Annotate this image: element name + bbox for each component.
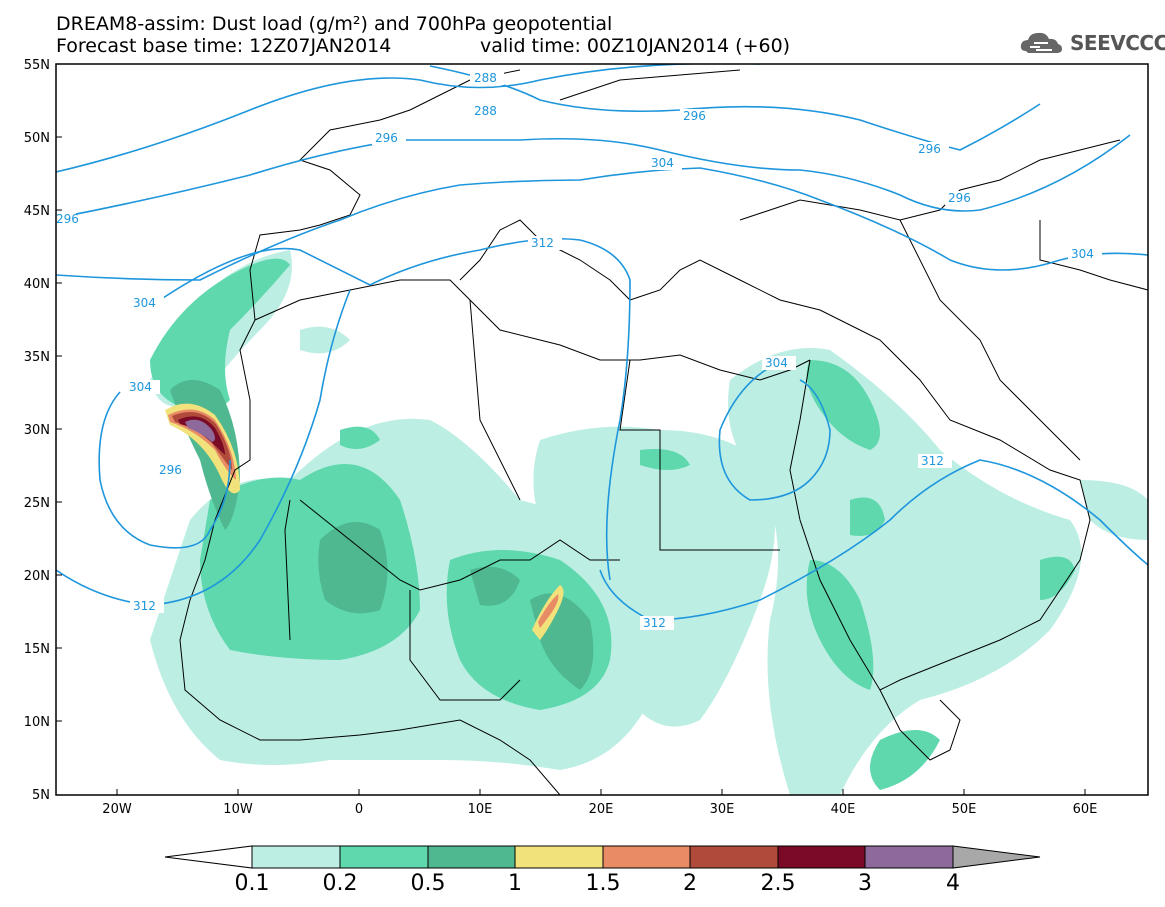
colorbar-segment [864,845,954,869]
lon-label: 40E [831,802,856,817]
seevccc-logo: SEEVCCC [1018,27,1165,57]
contour-label: 312 [133,599,156,613]
colorbar-label: 3 [858,871,872,896]
latitude-labels: 55N 50N 45N 40N 35N 30N 25N 20N 15N 10N … [24,58,50,803]
coastlines [179,69,1148,795]
contour-label: 288 [474,71,497,85]
contour-label: 312 [921,454,944,468]
colorbar-label: 4 [946,871,960,896]
colorbar-segment [427,845,516,869]
contour-label: 304 [129,380,152,394]
contour-label: 296 [918,142,941,156]
colorbar-segment [689,845,779,869]
lon-label: 20W [102,802,132,817]
contour-label: 312 [531,236,554,250]
lon-label: 10W [223,802,253,817]
colorbar [164,845,1041,869]
colorbar-segment [602,845,691,869]
colorbar-segment [777,845,866,869]
map-title: DREAM8-assim: Dust load (g/m²) and 700hP… [56,13,613,35]
lat-label: 55N [24,58,50,73]
geopotential-contours [56,64,1148,621]
colorbar-label: 1 [508,871,522,896]
contour-label: 304 [1071,247,1094,261]
colorbar-segment [251,845,341,869]
lat-label: 15N [24,642,50,657]
lat-label: 30N [24,423,50,438]
lat-label: 40N [24,277,50,292]
contour-label: 296 [56,212,79,226]
lon-label: 60E [1073,802,1098,817]
dust-shading [150,250,1148,795]
colorbar-segment [339,845,429,869]
contour-label: 312 [643,616,666,630]
lon-label: 30E [710,802,735,817]
contour-label: 304 [133,296,156,310]
longitude-labels: 20W 10W 0 10E 20E 30E 40E 50E 60E [102,802,1097,817]
contour-labels: 288 288 296 296 296 296 296 304 304 304 … [56,71,1102,630]
contour-label: 288 [474,104,497,118]
colorbar-high-arrow [952,845,1041,869]
colorbar-label: 1.5 [585,871,621,896]
axis-ticks [56,63,1086,795]
lon-label: 0 [355,802,363,817]
colorbar-low-arrow [164,845,253,869]
lat-label: 35N [24,350,50,365]
colorbar-label: 0.2 [322,871,358,896]
logo-text: SEEVCCC [1070,31,1165,55]
colorbar-label: 0.1 [234,871,270,896]
cloud-icon [1020,32,1062,53]
contour-label: 304 [765,356,788,370]
forecast-base-time: Forecast base time: 12Z07JAN2014 [56,35,392,57]
lat-label: 25N [24,496,50,511]
lat-label: 20N [24,569,50,584]
lat-label: 50N [24,131,50,146]
valid-time: valid time: 00Z10JAN2014 (+60) [480,35,791,57]
lat-label: 45N [24,204,50,219]
contour-label: 296 [948,191,971,205]
colorbar-segment [514,845,604,869]
colorbar-label: 2 [683,871,697,896]
colorbar-label: 2.5 [760,871,796,896]
lat-label: 10N [24,715,50,730]
lon-label: 50E [952,802,977,817]
lon-label: 10E [468,802,493,817]
contour-label: 296 [159,463,182,477]
contour-label: 296 [683,109,706,123]
contour-label: 296 [375,131,398,145]
contour-label: 304 [651,156,674,170]
lon-label: 20E [589,802,614,817]
lat-label: 5N [32,788,50,803]
colorbar-label: 0.5 [410,871,446,896]
